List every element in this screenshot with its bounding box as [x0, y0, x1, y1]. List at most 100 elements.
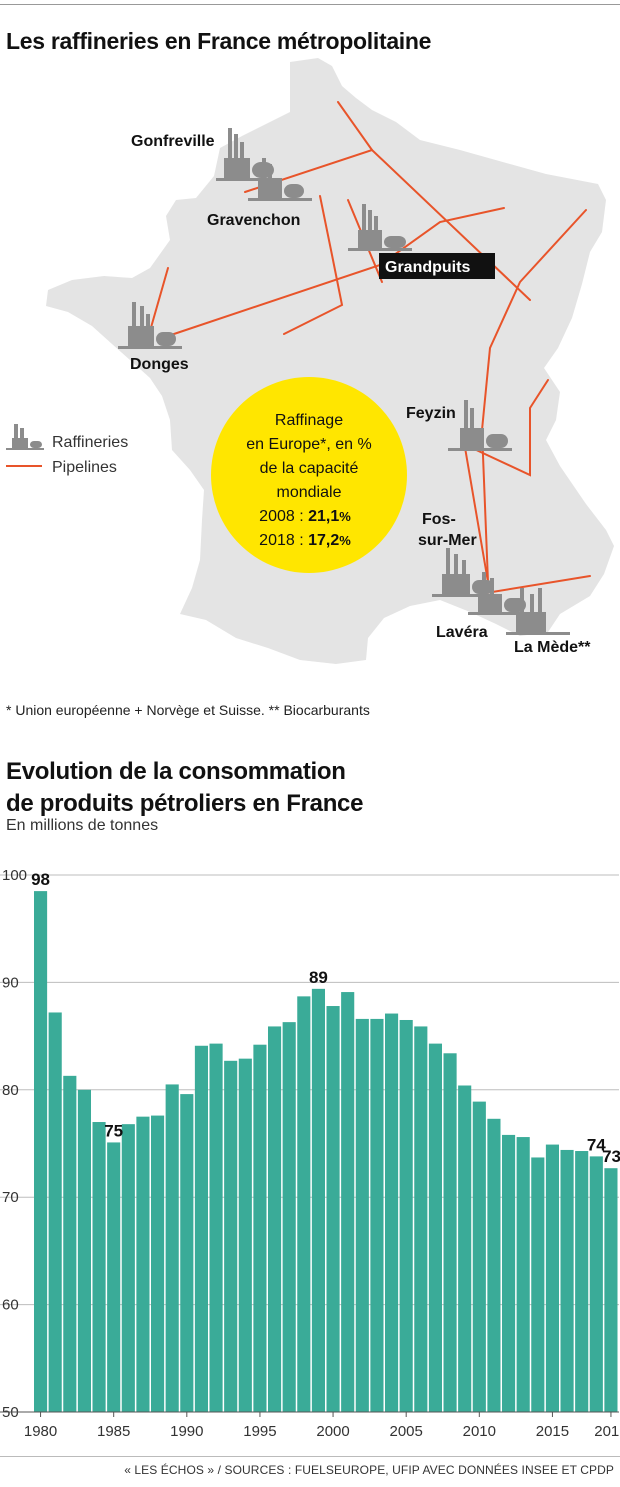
label-grandpuits: Grandpuits [385, 259, 470, 276]
bubble-value-2008: 21,1 [308, 508, 339, 525]
bubble-pct-2018: % [339, 533, 351, 548]
bar-2009 [458, 1085, 472, 1412]
bar-2003 [370, 1018, 384, 1412]
bar-2019 [604, 1168, 618, 1412]
bar-2018 [589, 1156, 603, 1412]
pipeline-segment [337, 101, 373, 151]
x-tick-label-1985: 1985 [97, 1423, 130, 1440]
france-land [46, 58, 614, 664]
bar-2000 [326, 1006, 340, 1412]
bubble-value-2018: 17,2 [308, 532, 339, 549]
label-sur-mer: sur-Mer [418, 532, 477, 549]
bar-1987 [136, 1116, 150, 1412]
bubble-line-2008: 2008 : 21,1% [259, 508, 351, 525]
chart-title: Evolution de la consommation de produits… [6, 756, 363, 820]
bar-1996 [268, 1026, 282, 1412]
legend-refineries-label: Raffineries [52, 434, 128, 451]
refinery-icon [448, 400, 512, 451]
label-gravenchon: Gravenchon [207, 212, 300, 229]
data-label-1980: 98 [31, 870, 50, 889]
bar-1991 [194, 1045, 208, 1412]
bar-2015 [545, 1144, 559, 1412]
bar-1993 [224, 1060, 238, 1412]
x-tick-label-1980: 1980 [24, 1423, 57, 1440]
bar-2016 [560, 1149, 574, 1412]
bubble-line-1: Raffinage [275, 412, 343, 429]
bar-1986 [121, 1124, 135, 1412]
data-label-1999: 89 [309, 968, 328, 987]
x-tick-label-2005: 2005 [390, 1423, 423, 1440]
bar-1982 [63, 1075, 77, 1412]
label-fos: Fos- [422, 511, 456, 528]
label-feyzin: Feyzin [406, 405, 456, 422]
x-tick-label-1990: 1990 [170, 1423, 203, 1440]
pipeline-segment [479, 575, 591, 595]
bubble-pct-2008: % [339, 509, 351, 524]
top-rule [0, 4, 620, 5]
pipeline-segment [471, 379, 549, 477]
map-footnote: * Union européenne + Norvège et Suisse. … [6, 702, 370, 718]
label-la-mede: La Mède** [514, 639, 591, 656]
legend-pipelines-label: Pipelines [52, 459, 117, 476]
bar-2010 [472, 1101, 486, 1412]
bar-2017 [575, 1151, 589, 1412]
x-tick-label-2015: 2015 [536, 1423, 569, 1440]
refinery-icon [348, 204, 412, 251]
chart-title-line-2: de produits pétroliers en France [6, 790, 364, 817]
bar-1994 [238, 1058, 252, 1412]
label-gonfreville: Gonfreville [131, 133, 215, 150]
bar-1985 [107, 1142, 121, 1412]
bottom-rule [0, 1456, 620, 1457]
bubble-line-2018: 2018 : 17,2% [259, 532, 351, 549]
y-tick-label: 90 [2, 974, 19, 991]
bar-2014 [531, 1157, 545, 1412]
chart-source: « LES ÉCHOS » / SOURCES : FUELSEUROPE, U… [124, 1463, 614, 1477]
bar-1997 [282, 1022, 296, 1412]
grandpuits-label-box [379, 253, 495, 279]
bar-2005 [399, 1019, 413, 1412]
bar-2012 [502, 1134, 516, 1412]
capacity-bubble [211, 377, 407, 573]
pipeline-segment [161, 207, 505, 339]
label-donges: Donges [130, 356, 189, 373]
map-title: Les raffineries en France métropolitaine [6, 28, 432, 54]
bar-1990 [180, 1094, 194, 1412]
y-tick-label: 70 [2, 1189, 19, 1206]
legend-refinery-icon [6, 424, 44, 450]
bar-1995 [253, 1044, 267, 1412]
bar-2011 [487, 1118, 501, 1412]
bar-1992 [209, 1043, 223, 1412]
data-label-1985: 75 [104, 1121, 123, 1140]
bar-1981 [48, 1012, 62, 1412]
y-tick-label: 100 [2, 867, 27, 884]
bar-2001 [341, 992, 355, 1412]
refinery-icon [118, 302, 182, 349]
france-map: Gonfreville Gravenchon Grandpuits Donges… [6, 58, 614, 664]
chart-bars [34, 891, 618, 1412]
bar-1998 [297, 996, 311, 1412]
bar-1988 [151, 1115, 165, 1412]
bar-2013 [516, 1137, 530, 1412]
x-tick-label-2000: 2000 [316, 1423, 349, 1440]
x-tick-label-1995: 1995 [243, 1423, 276, 1440]
bar-1999 [311, 988, 325, 1412]
y-tick-label: 80 [2, 1082, 19, 1099]
bubble-year-2008: 2008 : [259, 508, 308, 525]
bubble-year-2018: 2018 : [259, 532, 308, 549]
bar-2006 [414, 1026, 428, 1412]
chart-subtitle: En millions de tonnes [6, 817, 159, 834]
refinery-icon [216, 128, 280, 181]
data-label-2018: 74 [587, 1135, 606, 1154]
bar-1983 [77, 1089, 91, 1412]
y-tick-label: 60 [2, 1297, 19, 1314]
pipeline-segment [480, 209, 587, 583]
refinery-icon [506, 588, 570, 635]
bar-1984 [92, 1122, 106, 1412]
bar-2002 [355, 1018, 369, 1412]
bubble-line-4: mondiale [277, 484, 342, 501]
data-label-2019: 73 [602, 1147, 620, 1166]
